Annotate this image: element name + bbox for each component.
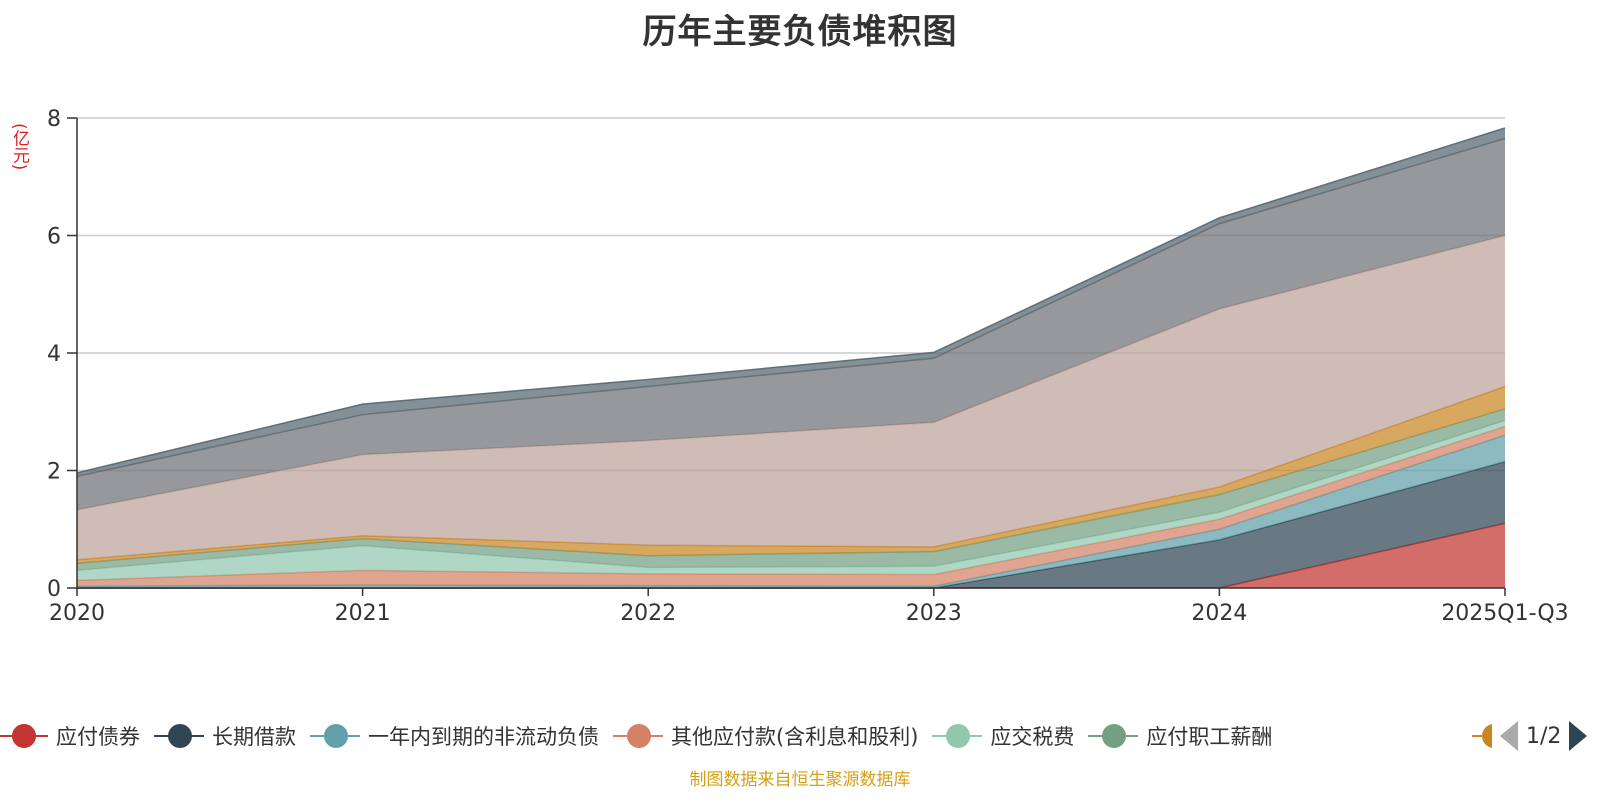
line-series-7 bbox=[76, 234, 1506, 511]
legend-marker-icon bbox=[613, 723, 663, 749]
x-tick-label-2: 2022 bbox=[620, 601, 676, 626]
legend-marker-icon bbox=[932, 723, 983, 749]
area-series-9 bbox=[77, 127, 1505, 477]
x-tick-label-5: 2025Q1-Q3 bbox=[1441, 601, 1568, 626]
y-tick-label-3: 6 bbox=[47, 225, 61, 250]
legend-item-label: 应付债券 bbox=[56, 725, 140, 749]
data-source-note: 制图数据来自恒生聚源数据库 bbox=[689, 770, 911, 790]
legend-item-label: 应付职工薪酬 bbox=[1146, 725, 1273, 749]
area-series-8 bbox=[77, 138, 1505, 510]
legend-partial-dot bbox=[1482, 724, 1492, 748]
legend-item-1[interactable]: 长期借款 bbox=[154, 721, 296, 751]
y-tick-label-0: 0 bbox=[47, 577, 61, 602]
legend-item-3[interactable]: 其他应付款(含利息和股利) bbox=[613, 721, 918, 751]
legend-partial-item[interactable] bbox=[1472, 723, 1492, 749]
legend-item-label: 一年内到期的非流动负债 bbox=[368, 725, 599, 749]
legend: 应付债券 长期借款 一年内到期的非流动负债 其他应付款(含利息和股利) 应交税费 应付职工… bbox=[0, 718, 1600, 754]
chart-title: 历年主要负债堆积图 bbox=[642, 12, 958, 52]
legend-item-0[interactable]: 应付债券 bbox=[0, 721, 140, 751]
legend-marker-icon bbox=[0, 723, 48, 749]
legend-marker-dot bbox=[627, 724, 651, 748]
y-tick-label-4: 8 bbox=[47, 107, 61, 132]
x-tick-label-3: 2023 bbox=[906, 601, 962, 626]
legend-partial-line bbox=[1472, 735, 1488, 737]
legend-marker-dot bbox=[946, 724, 971, 748]
area-series-4 bbox=[77, 420, 1505, 581]
y-tick-label-1: 2 bbox=[47, 460, 61, 485]
area-series-7 bbox=[77, 235, 1505, 560]
x-tick-label-0: 2020 bbox=[49, 601, 105, 626]
legend-item-2[interactable]: 一年内到期的非流动负债 bbox=[310, 721, 599, 751]
legend-items: 应付债券 长期借款 一年内到期的非流动负债 其他应付款(含利息和股利) 应交税费 应付职工… bbox=[0, 721, 1286, 751]
legend-item-5[interactable]: 应付职工薪酬 bbox=[1088, 721, 1272, 751]
legend-item-label: 其他应付款(含利息和股利) bbox=[671, 725, 919, 749]
line-series-8 bbox=[76, 137, 1506, 478]
area-series bbox=[76, 127, 1506, 589]
legend-marker-icon bbox=[310, 723, 360, 749]
area-series-5 bbox=[77, 408, 1505, 571]
y-tick-label-2: 4 bbox=[47, 342, 61, 367]
area-series-0 bbox=[77, 523, 1505, 588]
legend-marker-dot bbox=[168, 724, 192, 748]
stacked-area-plot: 0 2 4 6 8 2020 2021 2022 2023 2024 2025Q1-Q3 bbox=[47, 107, 1569, 626]
legend-marker-icon bbox=[1088, 723, 1139, 749]
legend-marker-icon bbox=[154, 723, 204, 749]
legend-marker-dot bbox=[1102, 724, 1127, 748]
legend-page-indicator: 1/2 bbox=[1526, 723, 1562, 749]
legend-marker-dot bbox=[12, 724, 36, 748]
line-series-9 bbox=[76, 127, 1506, 474]
legend-item-label: 应交税费 bbox=[990, 725, 1075, 749]
x-tick-label-1: 2021 bbox=[335, 601, 391, 626]
area-series-2 bbox=[77, 435, 1505, 588]
y-axis-unit: (亿元) bbox=[9, 123, 29, 171]
legend-item-4[interactable]: 应交税费 bbox=[932, 721, 1074, 751]
area-series-1 bbox=[77, 461, 1505, 588]
legend-marker-dot bbox=[324, 724, 348, 748]
legend-pager: 1/2 bbox=[1472, 718, 1600, 754]
legend-item-label: 长期借款 bbox=[212, 725, 296, 749]
axes: 0 2 4 6 8 2020 2021 2022 2023 2024 2025Q1-Q3 bbox=[47, 107, 1569, 626]
legend-prev-page-icon[interactable] bbox=[1500, 721, 1518, 751]
legend-next-page-icon[interactable] bbox=[1569, 721, 1588, 751]
x-tick-label-4: 2024 bbox=[1191, 601, 1247, 626]
